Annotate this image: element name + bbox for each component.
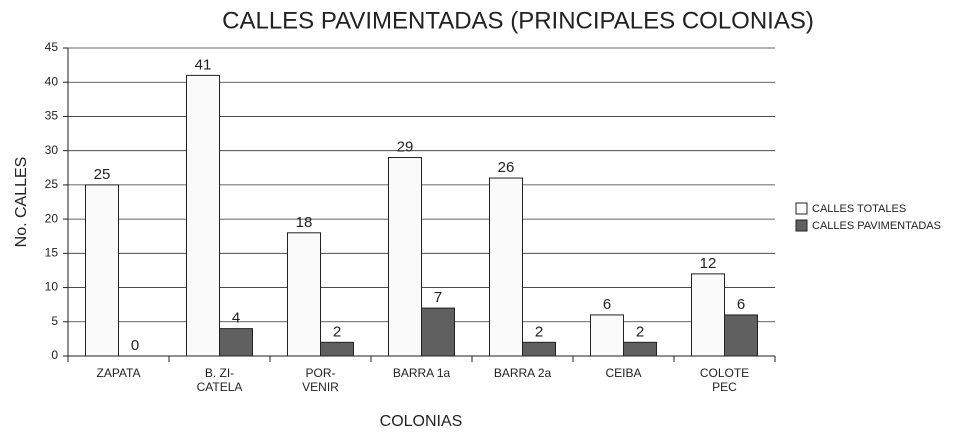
legend-label: CALLES PAVIMENTADAS xyxy=(812,220,941,232)
x-tick-label: ZAPATA xyxy=(96,366,140,380)
value-label: 2 xyxy=(535,323,543,340)
x-tick-label: POR-VENIR xyxy=(302,366,339,394)
y-tick-label: 30 xyxy=(45,143,59,157)
y-tick-label: 25 xyxy=(45,177,59,191)
bar xyxy=(724,314,758,357)
legend-swatch xyxy=(795,202,808,215)
legend-swatch xyxy=(795,219,808,232)
value-label: 6 xyxy=(737,296,745,313)
legend-label: CALLES TOTALES xyxy=(812,203,906,215)
y-tick-label: 45 xyxy=(45,40,59,54)
value-label: 2 xyxy=(636,323,644,340)
value-label: 2 xyxy=(333,323,341,340)
y-tick-label: 5 xyxy=(51,314,58,328)
value-label: 18 xyxy=(296,214,313,231)
value-label: 12 xyxy=(700,255,717,272)
x-tick-label: COLOTE PEC xyxy=(700,366,749,394)
x-tick-label: CEIBA xyxy=(605,366,641,380)
bar xyxy=(85,184,119,357)
bar xyxy=(421,307,455,357)
bar xyxy=(186,74,220,357)
value-label: 29 xyxy=(397,138,414,155)
bar xyxy=(219,328,253,357)
value-label: 4 xyxy=(232,310,240,327)
x-axis-label: COLONIAS xyxy=(380,413,463,430)
value-label: 7 xyxy=(434,289,442,306)
value-label: 25 xyxy=(94,166,111,183)
value-label: 6 xyxy=(603,296,611,313)
bar xyxy=(287,232,321,357)
x-tick-label: BARRA 2a xyxy=(494,366,552,380)
bar xyxy=(320,341,354,357)
bar xyxy=(489,177,523,357)
value-label: 26 xyxy=(498,159,515,176)
y-tick-label: 20 xyxy=(45,211,59,225)
value-label: 41 xyxy=(195,56,212,73)
x-tick-label: B. ZI-CATELA xyxy=(197,366,243,394)
bar xyxy=(522,341,556,357)
bar xyxy=(623,341,657,357)
bar xyxy=(590,314,624,357)
y-tick-label: 15 xyxy=(45,246,59,260)
y-tick-label: 10 xyxy=(45,280,59,294)
y-tick-label: 40 xyxy=(45,74,59,88)
bar xyxy=(388,157,422,357)
y-tick-label: 35 xyxy=(45,109,59,123)
chart-title: CALLES PAVIMENTADAS (PRINCIPALES COLONIA… xyxy=(222,7,814,34)
bar xyxy=(691,273,725,357)
y-tick-label: 0 xyxy=(51,348,58,362)
value-label: 0 xyxy=(131,337,139,354)
y-axis-label: No. CALLES xyxy=(13,157,30,248)
x-tick-label: BARRA 1a xyxy=(393,366,451,380)
